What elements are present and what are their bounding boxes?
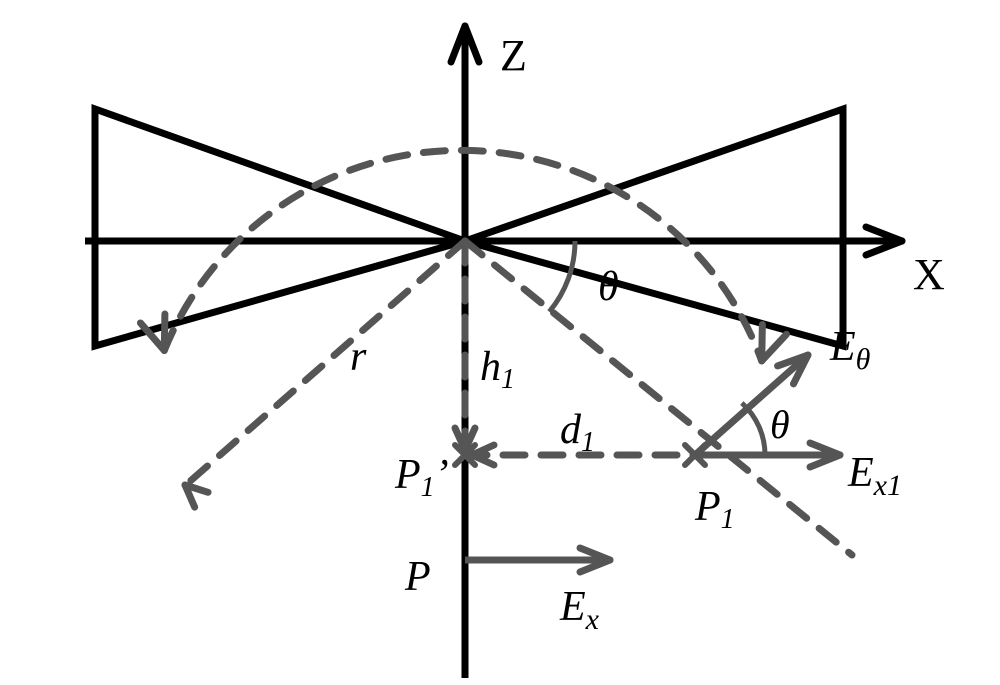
Etheta-label: Eθ	[829, 324, 871, 376]
theta-label: θ	[598, 264, 619, 310]
P1prime-label: P1’	[394, 452, 449, 503]
P-label: P	[404, 554, 431, 600]
P1-label: P1	[694, 484, 735, 535]
d1-label: d1	[560, 407, 595, 458]
h1-label: h1	[480, 344, 515, 395]
vector-Etheta	[695, 355, 808, 455]
x-axis-label: X	[913, 250, 945, 299]
bowtie-right	[465, 109, 843, 346]
Ex-label: Ex	[559, 584, 600, 636]
r-label: r	[350, 334, 367, 380]
theta2-label: θ	[770, 402, 790, 447]
theta-arc-origin	[549, 241, 575, 312]
dashed-theta_line	[465, 241, 852, 555]
Ex1-label: Ex1	[847, 450, 902, 502]
z-axis-label: Z	[500, 31, 527, 80]
bowtie-left	[95, 109, 465, 346]
